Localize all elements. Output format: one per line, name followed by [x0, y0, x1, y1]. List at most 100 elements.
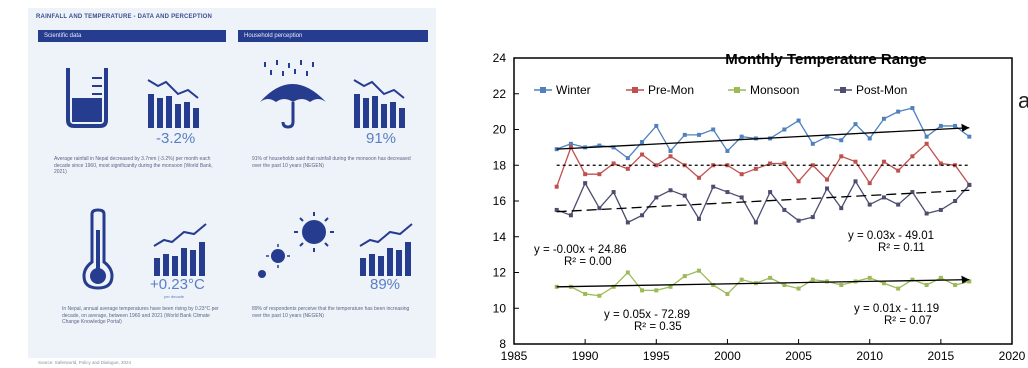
data-point: [867, 136, 872, 141]
data-point: [910, 190, 915, 195]
data-point: [668, 148, 673, 153]
data-point: [668, 188, 673, 193]
data-point: [839, 138, 844, 143]
data-point: [696, 175, 701, 180]
data-point: [568, 213, 573, 218]
trend-equation: y = -0.00x + 24.86: [534, 244, 627, 256]
data-point: [768, 275, 773, 280]
chart-svg: Monthly Temperature Range 8 10 12 14 16 18 20 22…: [493, 51, 1026, 363]
data-point: [725, 291, 730, 296]
infographic-panel: RAINFALL AND TEMPERATURE - DATA AND PERC…: [28, 8, 436, 365]
trend-equation: y = 0.05x - 72.89: [604, 309, 690, 321]
x-tick-label: 1990: [572, 349, 599, 363]
trend-r-squared: R² = 0.00: [564, 256, 612, 268]
data-point: [654, 195, 659, 200]
data-point: [583, 172, 588, 177]
data-point: [597, 206, 602, 211]
data-point: [938, 275, 943, 280]
data-point: [967, 182, 972, 187]
data-point: [810, 141, 815, 146]
rainfall-perception-panel: 91% 91% of households said that rainfall…: [238, 48, 428, 198]
y-tick-label: 14: [493, 230, 507, 244]
y-tick-label: 12: [493, 266, 507, 280]
data-point: [839, 206, 844, 211]
rainfall-scientific-panel: -3.2% Average rainfall in Nepal decrease…: [38, 48, 228, 198]
data-point: [867, 181, 872, 186]
sun-icon: [258, 212, 334, 278]
data-point: [910, 277, 915, 282]
data-point: [896, 286, 901, 291]
data-point: [953, 199, 958, 203]
data-point: [825, 279, 830, 284]
series-line: [556, 180, 970, 224]
data-point: [768, 161, 773, 166]
data-point: [640, 152, 645, 157]
trendline-arrowhead: [961, 275, 970, 284]
data-point: [853, 179, 858, 184]
data-point: [611, 161, 616, 166]
data-point: [782, 127, 787, 132]
data-point: [611, 190, 616, 195]
data-point: [611, 284, 616, 289]
data-point: [896, 109, 901, 114]
data-point: [938, 207, 943, 212]
trend-r-squared: R² = 0.07: [884, 315, 932, 327]
data-point: [967, 279, 972, 284]
x-tick-label: 2020: [999, 349, 1026, 363]
rising-bars-icon: [359, 223, 413, 276]
temperature-change-value: +0.23°C: [150, 276, 205, 293]
x-tick-label: 1995: [643, 349, 670, 363]
data-point: [725, 190, 730, 195]
trend-r-squared: R² = 0.35: [634, 321, 682, 333]
declining-bars-icon: [147, 79, 199, 128]
legend-marker: [540, 87, 546, 93]
data-point: [796, 218, 801, 223]
x-tick-label: 2000: [714, 349, 741, 363]
data-point: [711, 184, 716, 189]
rainfall-scientific-text: Average rainfall in Nepal decreased by 3…: [54, 156, 213, 175]
y-tick-label: 18: [493, 158, 507, 172]
data-point: [654, 163, 659, 168]
trendline-arrowhead: [961, 123, 970, 132]
declining-bars-icon: [353, 79, 405, 128]
data-point: [796, 179, 801, 184]
legend-marker: [734, 87, 740, 93]
data-point: [640, 213, 645, 218]
data-point: [640, 288, 645, 293]
data-point: [625, 270, 630, 275]
data-point: [853, 122, 858, 127]
rainfall-change-value: -3.2%: [156, 130, 196, 147]
data-point: [896, 202, 901, 207]
data-point: [611, 145, 616, 150]
source-note: Source: Saferworld, Policy and Dialogue,…: [38, 360, 132, 365]
data-point: [910, 154, 915, 159]
y-tick-label: 20: [493, 123, 507, 137]
data-point: [867, 202, 872, 207]
data-point: [739, 134, 744, 139]
data-point: [682, 193, 687, 198]
data-point: [682, 274, 687, 279]
data-point: [568, 145, 573, 150]
data-point: [768, 190, 773, 195]
x-tick-label: 2005: [785, 349, 812, 363]
data-point: [953, 283, 958, 288]
x-tick-label: 2015: [928, 349, 955, 363]
data-point: [881, 281, 886, 286]
data-point: [654, 123, 659, 128]
data-point: [953, 123, 958, 128]
data-point: [782, 283, 787, 288]
rainfall-perception-value: 91%: [366, 130, 397, 147]
data-point: [825, 134, 830, 139]
data-point: [654, 288, 659, 293]
household-perception-header: Household perception: [238, 30, 428, 42]
data-point: [839, 283, 844, 288]
data-point: [881, 159, 886, 164]
data-point: [625, 220, 630, 225]
data-point: [682, 132, 687, 137]
trendline: [556, 189, 970, 213]
y-tick-label: 16: [493, 194, 507, 208]
data-point: [938, 161, 943, 166]
trend-equation: y = 0.01x - 11.19: [854, 303, 939, 315]
temperature-range-chart: Monthly Temperature Range 8 10 12 14 16 18 20 22…: [456, 40, 1028, 368]
infographic-title: RAINFALL AND TEMPERATURE - DATA AND PERC…: [36, 14, 213, 20]
